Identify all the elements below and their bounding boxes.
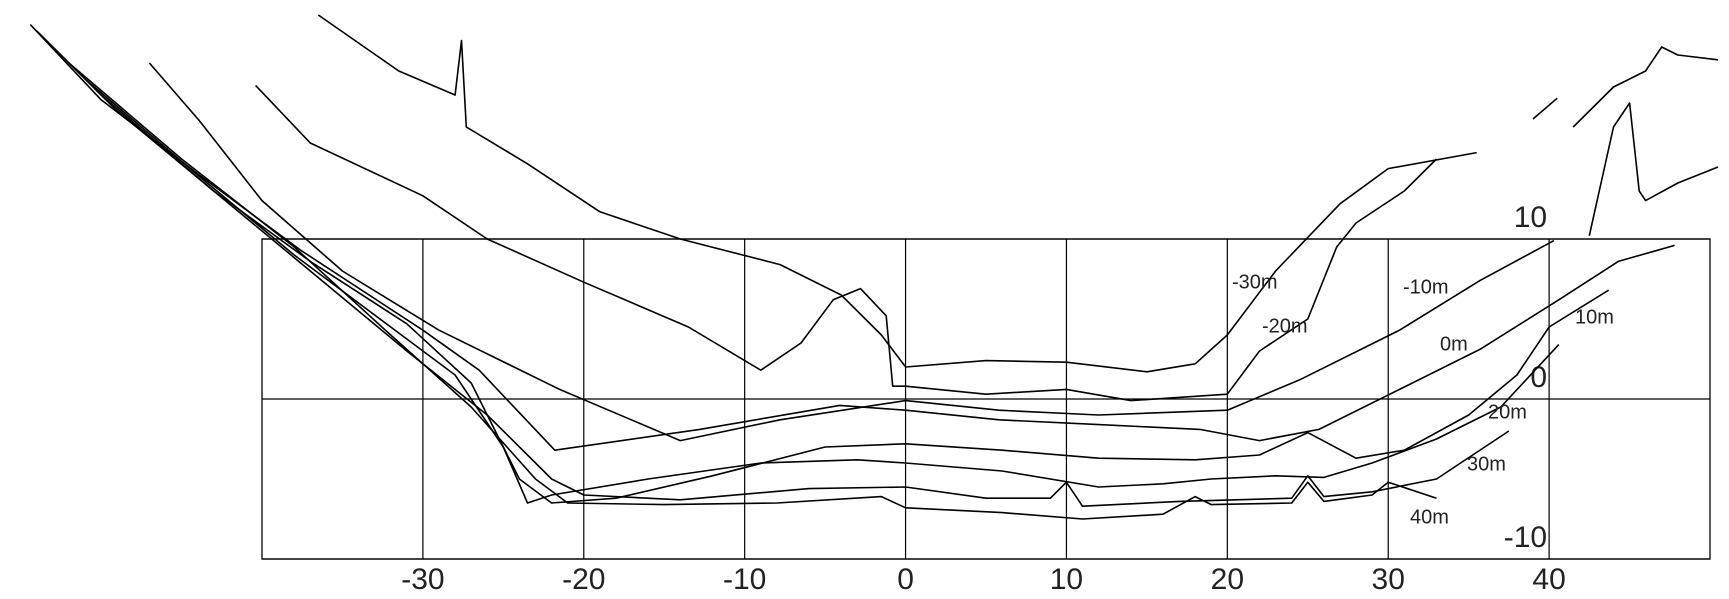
- line-label: 30m: [1467, 453, 1506, 475]
- y-tick-label: 0: [1530, 361, 1547, 394]
- line-label: -20m: [1262, 315, 1308, 337]
- x-tick-label: -20: [562, 563, 605, 596]
- series-line: [100, 94, 1510, 507]
- y-tick-label: 10: [1514, 201, 1547, 234]
- x-tick-label: 20: [1211, 563, 1244, 596]
- x-tick-label: 30: [1372, 563, 1405, 596]
- x-tick-label: -30: [401, 563, 444, 596]
- line-label: 10m: [1575, 306, 1614, 328]
- series-line: [148, 62, 1719, 442]
- line-label: 20m: [1488, 401, 1527, 423]
- x-tick-label: 0: [897, 563, 914, 596]
- series-line: [36, 30, 1610, 504]
- x-tick-label: 10: [1050, 563, 1083, 596]
- series-line: [317, 14, 1558, 373]
- series-line: [84, 78, 1560, 504]
- line-label: 40m: [1410, 506, 1449, 528]
- series-line: [68, 62, 1437, 520]
- line-label: 0m: [1440, 333, 1468, 355]
- series-line: [29, 24, 1675, 451]
- y-tick-label: -10: [1504, 521, 1547, 554]
- series-line: [255, 46, 1719, 402]
- line-label: -10m: [1403, 276, 1449, 298]
- line-label: -30m: [1232, 271, 1278, 293]
- x-tick-label: -10: [723, 563, 766, 596]
- x-tick-label: 40: [1532, 563, 1565, 596]
